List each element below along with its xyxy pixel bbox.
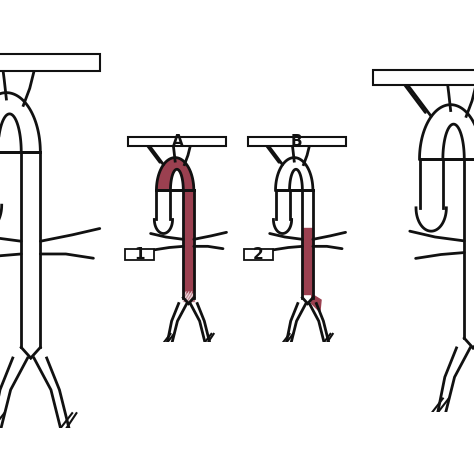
Bar: [373, 70, 474, 85]
Polygon shape: [183, 292, 194, 301]
Text: 1: 1: [134, 247, 145, 262]
Text: 2: 2: [253, 247, 264, 262]
Polygon shape: [302, 228, 313, 294]
Polygon shape: [312, 294, 321, 312]
Bar: [247, 137, 346, 146]
Bar: [128, 137, 227, 146]
Polygon shape: [183, 190, 194, 292]
Bar: [0, 55, 100, 72]
Polygon shape: [156, 158, 194, 190]
Text: B: B: [291, 134, 302, 149]
Bar: [244, 249, 273, 260]
Bar: [125, 249, 154, 260]
Text: A: A: [172, 134, 183, 149]
